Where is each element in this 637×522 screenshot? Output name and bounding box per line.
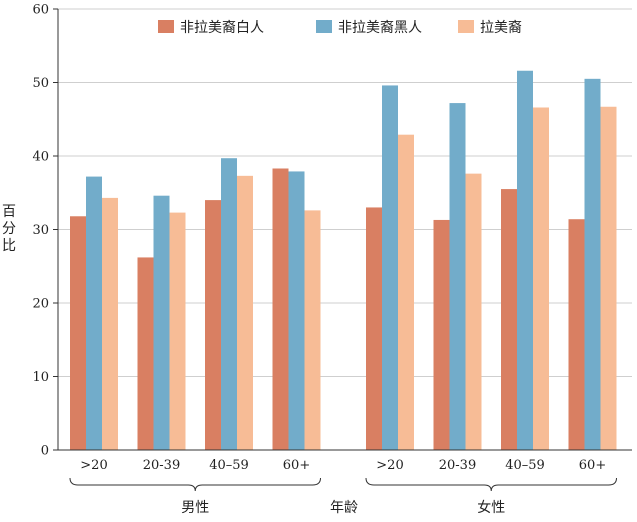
y-tick-label: 30 (32, 223, 49, 238)
bar (86, 176, 102, 450)
bar (169, 212, 186, 450)
y-tick-label: 0 (41, 444, 49, 459)
x-category-label: 40–59 (505, 458, 545, 473)
group-label: 男性 (181, 500, 209, 516)
bar (70, 216, 86, 450)
y-tick-label: 20 (32, 297, 49, 312)
bar (237, 175, 253, 450)
group-bracket (69, 477, 321, 492)
bar (272, 168, 289, 450)
legend-swatch (158, 20, 174, 33)
bar (398, 134, 414, 450)
legend-swatch (316, 20, 332, 33)
x-category-label: 20-39 (143, 458, 180, 473)
x-axis-title: 年龄 (330, 500, 358, 516)
x-category-label: 60+ (283, 458, 310, 473)
bar (366, 207, 382, 450)
y-axis-title: 百分比 (2, 204, 16, 254)
bar (449, 103, 466, 450)
legend-label: 非拉美裔白人 (180, 19, 264, 36)
y-tick-label: 40 (32, 150, 49, 165)
bar (465, 173, 482, 450)
y-tick-label: 10 (32, 370, 49, 385)
legend-label: 拉美裔 (480, 19, 522, 36)
bar (501, 189, 517, 450)
x-category-label: 20-39 (439, 458, 476, 473)
bar (153, 195, 170, 450)
legend-label: 非拉美裔黑人 (338, 19, 422, 36)
group-label: 女性 (477, 499, 505, 516)
bar (568, 219, 585, 450)
bar (102, 197, 118, 450)
bar (433, 219, 450, 450)
x-category-label: >20 (80, 458, 107, 473)
bar (221, 158, 237, 450)
y-tick-label: 60 (32, 3, 49, 18)
bar (137, 257, 154, 450)
bar (533, 107, 549, 451)
group-bracket (365, 477, 617, 492)
legend-swatch (458, 20, 474, 33)
bar (600, 106, 617, 450)
y-tick-label: 50 (32, 76, 49, 91)
x-category-label: 60+ (579, 458, 606, 473)
x-category-label: 40–59 (209, 458, 249, 473)
bar (584, 78, 601, 450)
bar (382, 85, 398, 450)
bar (517, 70, 533, 451)
bar (288, 171, 305, 450)
x-category-label: >20 (376, 458, 403, 473)
bar (205, 200, 221, 450)
bar (304, 210, 321, 450)
